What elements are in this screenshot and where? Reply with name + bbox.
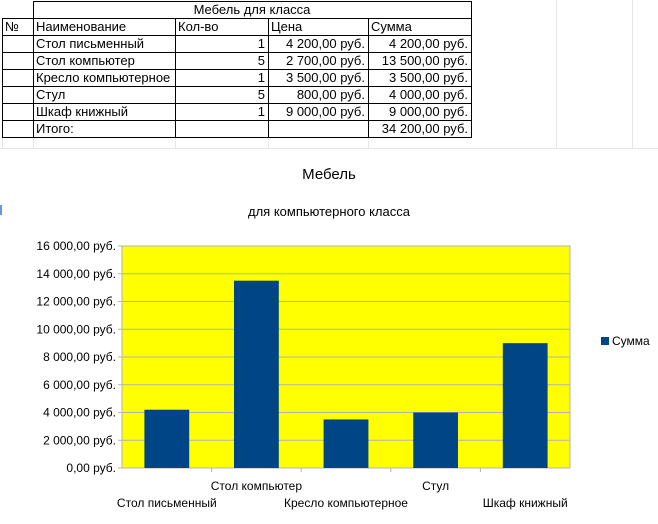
category-label: Стол компьютер (211, 479, 303, 493)
table-border (2, 35, 472, 36)
category-label: Кресло компьютерное (284, 496, 408, 510)
header-sum[interactable]: Сумма (371, 19, 412, 34)
table-border (2, 18, 472, 19)
row-1-sum[interactable]: 4 200,00 руб. (388, 36, 468, 51)
table-border (33, 1, 472, 2)
category-label: Шкаф книжный (483, 496, 568, 510)
table-border (2, 18, 3, 138)
table-border (2, 52, 472, 53)
table-title[interactable]: Мебель для класса (193, 2, 311, 17)
bar-1 (144, 409, 190, 468)
row-4-sum[interactable]: 4 000,00 руб. (388, 87, 468, 102)
sheet-gridline (632, 0, 633, 148)
row-3-sum[interactable]: 3 500,00 руб. (388, 70, 468, 85)
row-1-name[interactable]: Стол письменный (36, 36, 145, 51)
row-5-price[interactable]: 9 000,00 руб. (285, 104, 365, 119)
plot-area (121, 245, 571, 469)
row-1-price[interactable]: 4 200,00 руб. (285, 36, 365, 51)
row-5-sum[interactable]: 9 000,00 руб. (388, 104, 468, 119)
sheet-gridline (556, 0, 557, 148)
table-border (2, 69, 472, 70)
table-border (2, 120, 472, 121)
table-border (268, 18, 269, 138)
row-4-price[interactable]: 800,00 руб. (296, 87, 365, 102)
row-4-name[interactable]: Стул (36, 87, 66, 102)
header-price[interactable]: Цена (271, 19, 303, 34)
chart-title: Мебель (302, 166, 356, 183)
table-border (2, 103, 472, 104)
y-tick-label: 8 000,00 руб. (43, 350, 116, 364)
sheet-gridline (368, 137, 369, 148)
bar-5 (502, 343, 548, 468)
legend-swatch (601, 337, 609, 345)
y-tick-label: 14 000,00 руб. (36, 267, 116, 281)
sheet-gridline (0, 148, 658, 149)
row-1-qty[interactable]: 1 (257, 36, 265, 51)
bar-3 (323, 419, 369, 468)
row-5-name[interactable]: Шкаф книжный (36, 104, 129, 119)
row-marker (0, 205, 2, 215)
total-value[interactable]: 34 200,00 руб. (381, 121, 468, 136)
bar-4 (413, 412, 458, 468)
bar-2 (234, 280, 279, 468)
chart-subtitle: для компьютерного класса (248, 204, 410, 219)
sheet-gridline (175, 137, 176, 148)
row-2-name[interactable]: Стол компьютер (36, 53, 135, 68)
row-3-qty[interactable]: 1 (257, 70, 265, 85)
row-5-qty[interactable]: 1 (257, 104, 265, 119)
table-border (2, 86, 472, 87)
table-border (33, 1, 34, 18)
table-border (33, 18, 34, 138)
y-tick-label: 2 000,00 руб. (43, 433, 116, 447)
y-tick-label: 16 000,00 руб. (36, 239, 116, 253)
y-tick-label: 6 000,00 руб. (43, 378, 116, 392)
table-border (471, 1, 472, 18)
sheet-gridline (268, 137, 269, 148)
category-label: Стул (422, 479, 449, 493)
row-2-qty[interactable]: 5 (257, 53, 265, 68)
y-tick-label: 10 000,00 руб. (36, 322, 116, 336)
y-tick-label: 12 000,00 руб. (36, 295, 116, 309)
legend-label: Сумма (612, 334, 650, 348)
table-border (2, 137, 472, 138)
header-name[interactable]: Наименование (36, 19, 127, 34)
header-qty[interactable]: Кол-во (178, 19, 219, 34)
y-tick-label: 4 000,00 руб. (43, 406, 116, 420)
y-tick-label: 0,00 руб. (66, 461, 116, 475)
header-number[interactable]: № (5, 19, 19, 34)
sheet-gridline (2, 137, 3, 148)
table-border (471, 1, 472, 138)
category-label: Стол письменный (117, 496, 217, 510)
row-3-name[interactable]: Кресло компьютерное (36, 70, 171, 85)
table-border (175, 18, 176, 138)
row-4-qty[interactable]: 5 (257, 87, 265, 102)
table-border (368, 18, 369, 138)
row-3-price[interactable]: 3 500,00 руб. (285, 70, 365, 85)
row-2-sum[interactable]: 13 500,00 руб. (381, 53, 468, 68)
sheet-gridline (33, 137, 34, 148)
total-label[interactable]: Итого: (36, 121, 74, 136)
row-2-price[interactable]: 2 700,00 руб. (285, 53, 365, 68)
